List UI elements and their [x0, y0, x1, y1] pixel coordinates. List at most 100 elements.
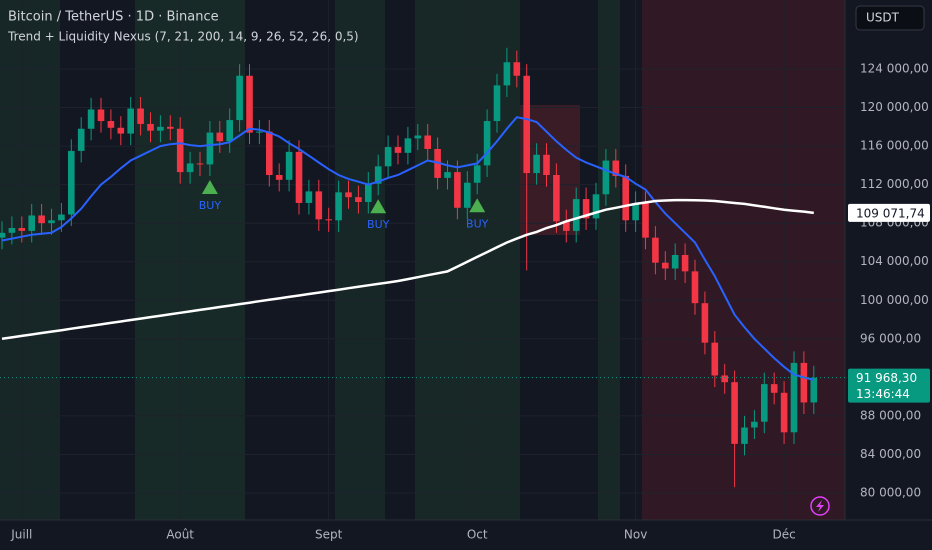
candle-body [632, 202, 639, 221]
x-tick-label: Oct [467, 528, 488, 542]
candle-body [394, 147, 402, 153]
candle-body [107, 121, 115, 128]
candle-body [68, 150, 75, 215]
candle-body [602, 160, 610, 195]
moving-average-line [1, 198, 814, 341]
candle-body [384, 147, 392, 167]
candle-body [127, 108, 134, 134]
x-tick-label: Sept [315, 528, 343, 542]
candle-body [266, 131, 273, 176]
indicator-name: Trend + Liquidity Nexus (7, 21, 200, 14,… [7, 30, 359, 44]
last-price-label: 91 968,30 [856, 371, 917, 385]
candle-body [592, 194, 600, 219]
y-tick-label: 96 000,00 [860, 331, 921, 345]
candle-body [642, 202, 649, 238]
bull-zone [598, 0, 620, 520]
buy-label: BUY [466, 217, 489, 230]
y-tick-label: 88 000,00 [860, 408, 921, 422]
candle-body [701, 303, 709, 343]
candle-body [167, 126, 174, 129]
y-tick-label: 104 000,00 [860, 254, 929, 268]
candle-body [275, 175, 283, 180]
y-tick-label: 80 000,00 [860, 486, 921, 500]
candle-body [295, 151, 303, 203]
candle-body [790, 362, 798, 433]
candle-body [0, 232, 6, 238]
x-tick-label: Juill [10, 528, 32, 542]
candle-body [206, 132, 214, 165]
y-tick-label: 84 000,00 [860, 447, 921, 461]
x-tick-label: Nov [624, 528, 647, 542]
candle-body [285, 151, 293, 180]
buy-label: BUY [199, 199, 222, 212]
candle-body [58, 214, 65, 221]
price-tag [848, 203, 930, 222]
candle-body [424, 135, 431, 149]
last-price-tag [848, 368, 930, 403]
candle-body [493, 85, 501, 122]
candle-body [523, 75, 530, 174]
candle-body [335, 192, 342, 221]
bull-zone [0, 0, 60, 520]
candle-body [48, 220, 55, 224]
candle-body [444, 172, 451, 178]
countdown-label: 13:46:44 [856, 387, 910, 401]
bull-zone [135, 0, 245, 520]
candle-body [355, 197, 362, 202]
x-tick-label: Déc [772, 528, 795, 542]
candle-body [256, 131, 263, 133]
candle-body [97, 109, 105, 122]
candle-body [810, 377, 818, 403]
candle-body [18, 228, 26, 231]
candle-body [800, 362, 808, 403]
candle-body [374, 166, 382, 184]
candle-body [473, 165, 481, 183]
currency-label[interactable]: USDT [866, 11, 900, 25]
candle-body [216, 132, 224, 142]
candle-body [196, 163, 204, 165]
candle-body [761, 384, 768, 422]
candle-body [572, 199, 580, 231]
candle-body [691, 271, 699, 304]
lightning-glyph [816, 500, 824, 512]
y-tick-label: 124 000,00 [860, 61, 929, 75]
y-tick-label: 112 000,00 [860, 177, 929, 191]
grid [0, 0, 845, 520]
candle-body [770, 384, 778, 393]
candle-body [751, 421, 758, 428]
candle-body [186, 163, 194, 173]
candle-body [404, 138, 412, 153]
candle-body [662, 262, 669, 269]
lightning-icon[interactable] [810, 496, 830, 516]
candle-body [671, 254, 679, 269]
candle-body [87, 109, 95, 129]
candle-body [8, 228, 16, 233]
candle-body [325, 219, 332, 221]
candle-body [553, 175, 560, 222]
candle-body [731, 382, 738, 444]
candle-body [117, 127, 125, 134]
currency-button[interactable] [855, 5, 925, 31]
candle-body [157, 126, 164, 131]
candle-body [681, 254, 689, 272]
candle-body [77, 128, 85, 151]
candle-body [345, 192, 352, 198]
candle-body [563, 221, 570, 231]
x-tick-label: Août [166, 528, 194, 542]
candle-body [711, 342, 719, 376]
candle-body [780, 392, 788, 433]
buy-signal [469, 198, 486, 213]
candle-body [741, 427, 748, 444]
candle-body [236, 75, 243, 121]
candle-body [483, 121, 491, 166]
candle-body [533, 154, 540, 174]
y-tick-label: 100 000,00 [860, 293, 929, 307]
candle-body [365, 183, 372, 202]
price-tag-label: 109 071,74 [856, 206, 925, 220]
buy-signal [370, 199, 387, 214]
candle-body [315, 191, 323, 220]
buy-label: BUY [367, 218, 390, 231]
candle-body [305, 191, 313, 203]
candle-body [38, 215, 45, 224]
